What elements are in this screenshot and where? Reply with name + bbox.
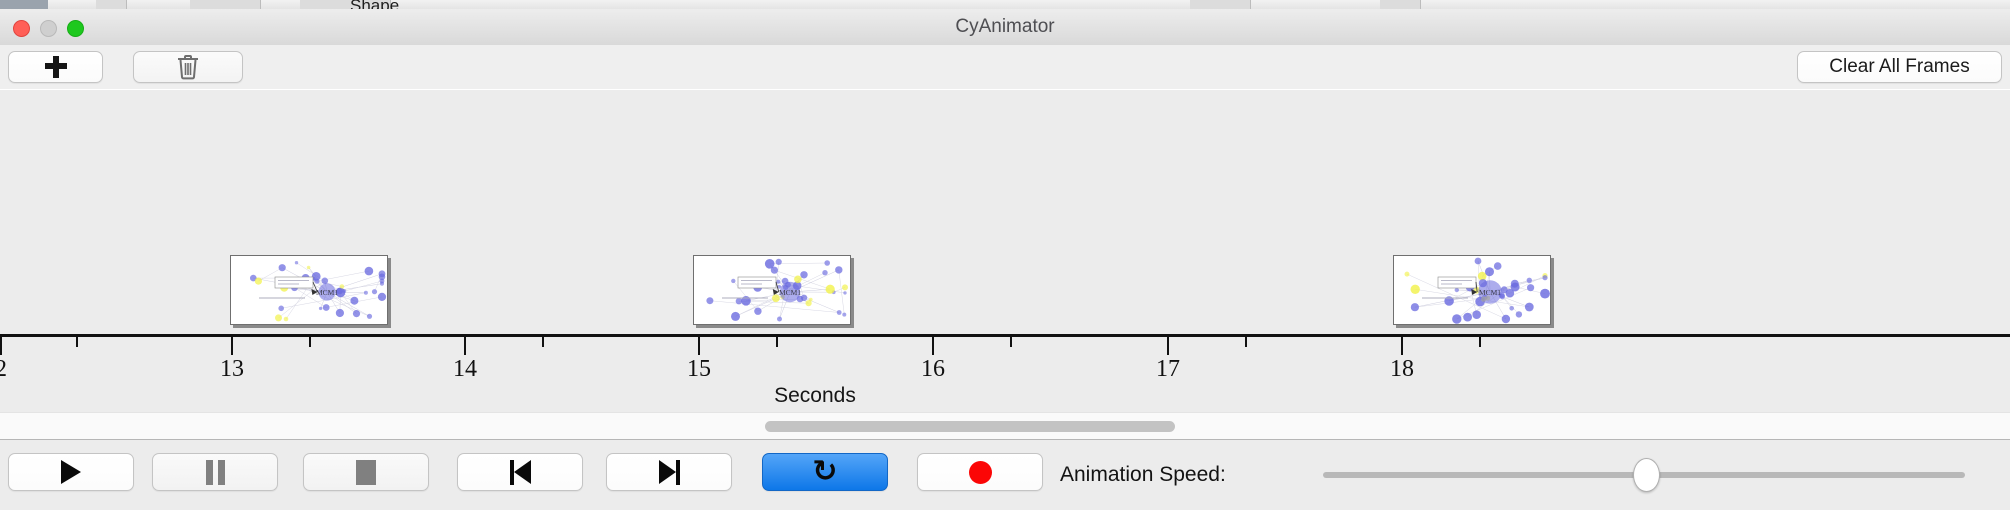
svg-text:MCM1: MCM1 xyxy=(1479,288,1501,297)
play-button[interactable] xyxy=(8,453,134,491)
ruler-tick xyxy=(1167,337,1169,355)
timeline-scrollbar-thumb[interactable] xyxy=(765,421,1175,432)
window-controls xyxy=(13,20,84,37)
background-app-tab xyxy=(96,0,127,10)
background-app-tab xyxy=(190,0,261,10)
skip-forward-icon xyxy=(658,459,680,485)
minimize-window-button[interactable] xyxy=(40,20,57,37)
timeline-frame[interactable]: MCM1 xyxy=(1393,255,1554,328)
svg-text:MCM1: MCM1 xyxy=(779,288,801,297)
ruler-tick xyxy=(1010,337,1012,347)
record-button[interactable] xyxy=(917,453,1043,491)
ruler-tick xyxy=(932,337,934,355)
timeline-panel[interactable]: MCM1 MCM1 MCM1 2 13 14 15 16 17 18 Seconds xyxy=(0,89,2010,412)
ruler-inner: 2 13 14 15 16 17 18 xyxy=(0,334,2010,394)
ruler-tick xyxy=(231,337,233,355)
ruler-tick xyxy=(1479,337,1481,347)
background-app-strip: Shape xyxy=(0,0,2010,10)
pause-button[interactable] xyxy=(152,453,278,491)
ruler-tick xyxy=(1401,337,1403,355)
ruler-tick-label: 2 xyxy=(0,356,7,382)
network-frame-thumbnail[interactable]: MCM1 xyxy=(1393,255,1551,325)
ruler-tick-label: 17 xyxy=(1156,356,1180,382)
pause-icon xyxy=(205,459,225,485)
timeline-ruler[interactable]: 2 13 14 15 16 17 18 xyxy=(0,334,2010,394)
skip-back-icon xyxy=(509,459,531,485)
player-controls-bar: ↻ Animation Speed: xyxy=(0,440,2010,510)
ruler-baseline xyxy=(0,334,2010,337)
next-frame-button[interactable] xyxy=(606,453,732,491)
clear-all-frames-button[interactable]: Clear All Frames xyxy=(1797,51,2002,83)
svg-text:MCM1: MCM1 xyxy=(316,288,338,297)
ruler-tick xyxy=(309,337,311,347)
stop-icon xyxy=(356,459,376,485)
plus-icon xyxy=(44,55,68,79)
ruler-tick xyxy=(464,337,466,355)
background-app-label: Shape xyxy=(350,0,400,10)
background-app-selected-tab xyxy=(0,0,48,9)
stop-button[interactable] xyxy=(303,453,429,491)
background-app-tab xyxy=(1380,0,1421,10)
ruler-tick-label: 15 xyxy=(687,356,711,382)
trash-icon xyxy=(178,55,198,80)
close-window-button[interactable] xyxy=(13,20,30,37)
animation-speed-label: Animation Speed: xyxy=(1060,463,1226,486)
ruler-tick-label: 13 xyxy=(220,356,244,382)
ruler-tick xyxy=(776,337,778,347)
prev-frame-button[interactable] xyxy=(457,453,583,491)
clear-all-frames-label: Clear All Frames xyxy=(1829,56,1970,77)
timeline-top-divider xyxy=(0,89,2010,90)
loop-button[interactable]: ↻ xyxy=(762,453,888,491)
ruler-tick xyxy=(76,337,78,347)
zoom-window-button[interactable] xyxy=(67,20,84,37)
network-frame-thumbnail[interactable]: MCM1 xyxy=(693,255,851,325)
ruler-tick-label: 16 xyxy=(921,356,945,382)
title-bar[interactable]: CyAnimator xyxy=(0,9,2010,46)
add-frame-button[interactable] xyxy=(8,51,103,83)
ruler-tick xyxy=(1245,337,1247,347)
ruler-tick xyxy=(0,337,2,355)
background-app-tab xyxy=(1190,0,1251,10)
background-app-tab xyxy=(300,0,391,10)
play-icon xyxy=(61,460,81,484)
slider-thumb[interactable] xyxy=(1633,458,1660,492)
axis-label-seconds: Seconds xyxy=(774,384,856,407)
loop-icon: ↻ xyxy=(812,454,838,489)
timeline-scrollbar-track[interactable] xyxy=(0,412,2010,440)
window-title: CyAnimator xyxy=(955,16,1055,37)
ruler-tick xyxy=(698,337,700,355)
record-icon xyxy=(968,460,992,484)
ruler-tick-label: 18 xyxy=(1390,356,1414,382)
toolbar: Clear All Frames xyxy=(0,45,2010,90)
timeline-frame[interactable]: MCM1 xyxy=(693,255,854,328)
timeline-frame[interactable]: MCM1 xyxy=(230,255,391,328)
animation-speed-slider[interactable] xyxy=(1323,458,1965,492)
network-frame-thumbnail[interactable]: MCM1 xyxy=(230,255,388,325)
delete-frame-button[interactable] xyxy=(133,51,243,83)
ruler-tick-label: 14 xyxy=(453,356,477,382)
ruler-tick xyxy=(542,337,544,347)
